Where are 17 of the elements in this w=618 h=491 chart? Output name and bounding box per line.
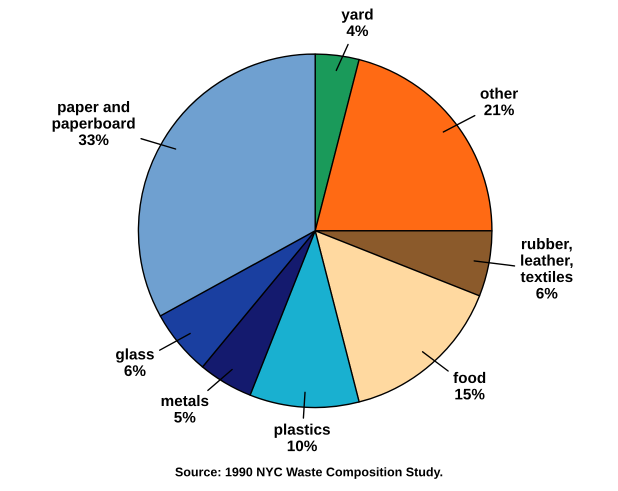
- slice-label: paper and paperboard: [52, 101, 135, 132]
- data-label: 6%: [124, 365, 146, 376]
- data-label: 4%: [346, 25, 368, 36]
- data-label: 15%: [455, 388, 485, 400]
- data-label: 10%: [288, 440, 317, 452]
- slice-label: plastics: [274, 424, 330, 438]
- slice-label: food: [453, 372, 486, 384]
- slice-label: glass: [116, 348, 154, 363]
- data-label: 21%: [484, 104, 514, 116]
- slice-label: other: [480, 88, 518, 99]
- slice-label: yard: [341, 8, 373, 23]
- data-label: 6%: [536, 288, 558, 299]
- slice-label: metals: [162, 394, 208, 406]
- source-note: Source: 1990 NYC Waste Composition Study.: [175, 467, 442, 479]
- data-label: 5%: [174, 412, 196, 423]
- slice-label: rubber, leather, textiles: [520, 238, 573, 282]
- data-label: 33%: [78, 134, 109, 146]
